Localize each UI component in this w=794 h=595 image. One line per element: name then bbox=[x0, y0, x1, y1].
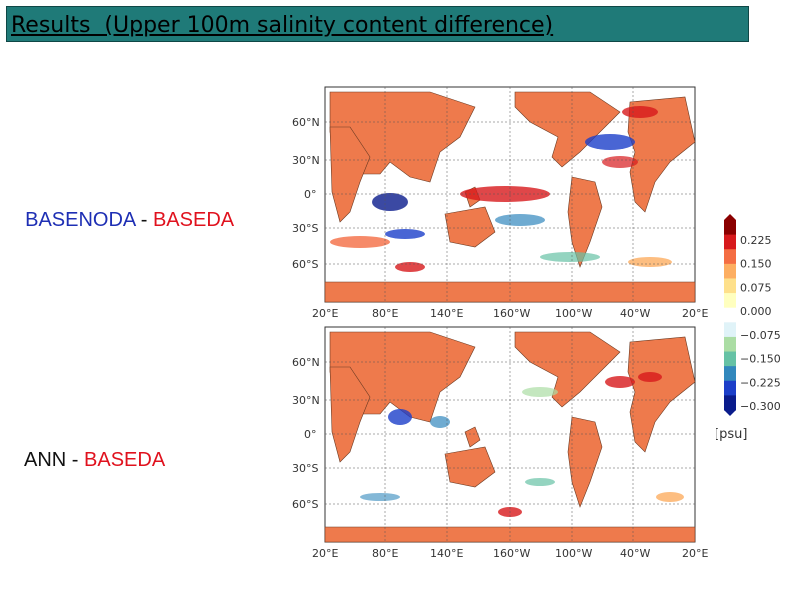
panel-label-bottom-sep: - bbox=[66, 449, 85, 471]
colorbar-segment bbox=[724, 351, 736, 367]
lat-60S-b: 60°S bbox=[292, 498, 318, 511]
lat-30N-b: 30°N bbox=[292, 394, 320, 407]
lat-60N: 60°N bbox=[292, 116, 320, 129]
map-bottom-grid bbox=[325, 327, 695, 542]
map-bottom-land bbox=[324, 331, 696, 543]
map-bottom-svg: 60°N 30°N 0° 30°S 60°S 20°E 80°E 140°E 1… bbox=[292, 326, 708, 560]
lon-160W: 160°W bbox=[493, 307, 530, 320]
slide-title: Results (Upper 100m salinity content dif… bbox=[11, 13, 554, 38]
panel-label-top: BASENODA - BASEDA bbox=[14, 184, 234, 232]
colorbar-ticks: 0.225 0.150 0.075 0.000 −0.075 −0.150 −0.225 −0… bbox=[740, 234, 781, 413]
colorbar-segment bbox=[724, 220, 736, 236]
lon-100W-b: 100°W bbox=[555, 547, 592, 560]
panel-label-bottom-a: ANN bbox=[24, 449, 67, 471]
colorbar-segment bbox=[724, 293, 736, 309]
colorbar-segment bbox=[724, 366, 736, 382]
colorbar-segment bbox=[724, 336, 736, 353]
map-bottom-anomalies bbox=[360, 372, 684, 517]
map-top-grid bbox=[325, 87, 695, 302]
lon-20E-b: 20°E bbox=[312, 547, 338, 560]
map-top: 60°N 30°N 0° 30°S 60°S 20°E 80°E 140°E 1… bbox=[290, 82, 715, 322]
colorbar-tick-label: 0.075 bbox=[740, 281, 772, 294]
colorbar: 0.225 0.150 0.075 0.000 −0.075 −0.150 −0.225 −0… bbox=[716, 214, 792, 446]
lon-140E-b: 140°E bbox=[430, 547, 463, 560]
colorbar-tick-label: −0.150 bbox=[740, 353, 781, 366]
colorbar-segment bbox=[724, 380, 736, 396]
colorbar-unit: [psu] bbox=[716, 427, 747, 442]
lat-30S: 30°S bbox=[292, 222, 318, 235]
lat-30S-b: 30°S bbox=[292, 462, 318, 475]
lat-30N: 30°N bbox=[292, 154, 320, 167]
panel-label-top-sep: - bbox=[135, 209, 153, 231]
lon-20E-right-b: 20°E bbox=[682, 547, 708, 560]
lon-20E-right: 20°E bbox=[682, 307, 708, 320]
colorbar-bottom-cap bbox=[724, 410, 736, 416]
lon-100W: 100°W bbox=[555, 307, 592, 320]
colorbar-tick-label: 0.150 bbox=[740, 258, 772, 271]
colorbar-svg: 0.225 0.150 0.075 0.000 −0.075 −0.150 −0.225 −0… bbox=[716, 214, 781, 442]
map-top-lat-labels: 60°N 30°N 0° 30°S 60°S bbox=[292, 116, 320, 271]
lon-140E: 140°E bbox=[430, 307, 463, 320]
colorbar-tick-label: −0.075 bbox=[740, 329, 781, 342]
lon-40W: 40°W bbox=[620, 307, 650, 320]
panel-label-bottom: ANN - BASEDA bbox=[14, 424, 165, 472]
map-bottom-lon-labels: 20°E 80°E 140°E 160°W 100°W 40°W 20°E bbox=[312, 547, 708, 560]
lon-80E: 80°E bbox=[372, 307, 398, 320]
colorbar-segment bbox=[724, 395, 736, 411]
lat-60S: 60°S bbox=[292, 258, 318, 271]
lat-0-b: 0° bbox=[304, 428, 317, 441]
colorbar-segment bbox=[724, 307, 736, 323]
colorbar-tick-label: 0.000 bbox=[740, 305, 772, 318]
colorbar-tick-label: 0.225 bbox=[740, 234, 772, 247]
panel-label-top-b: BASEDA bbox=[152, 209, 235, 231]
colorbar-segment bbox=[724, 263, 736, 279]
title-bar: Results (Upper 100m salinity content dif… bbox=[6, 6, 749, 42]
colorbar-top-cap bbox=[724, 214, 736, 220]
lat-60N-b: 60°N bbox=[292, 356, 320, 369]
map-bottom: 60°N 30°N 0° 30°S 60°S 20°E 80°E 140°E 1… bbox=[290, 322, 715, 562]
lon-160W-b: 160°W bbox=[493, 547, 530, 560]
colorbar-segment bbox=[724, 278, 736, 294]
colorbar-segment bbox=[724, 249, 736, 265]
lon-40W-b: 40°W bbox=[620, 547, 650, 560]
panel-label-top-a: BASENODA bbox=[25, 209, 136, 231]
colorbar-tick-label: −0.225 bbox=[740, 376, 781, 389]
lon-20E: 20°E bbox=[312, 307, 338, 320]
colorbar-segments bbox=[724, 214, 736, 416]
lat-0: 0° bbox=[304, 188, 317, 201]
map-top-lon-labels: 20°E 80°E 140°E 160°W 100°W 40°W 20°E bbox=[312, 307, 708, 320]
colorbar-segment bbox=[724, 234, 736, 250]
colorbar-segment bbox=[724, 322, 736, 338]
map-top-land bbox=[324, 91, 696, 303]
colorbar-tick-label: −0.300 bbox=[740, 400, 781, 413]
panel-label-bottom-b: BASEDA bbox=[84, 449, 166, 471]
map-bottom-lat-labels: 60°N 30°N 0° 30°S 60°S bbox=[292, 356, 320, 511]
map-top-svg: 60°N 30°N 0° 30°S 60°S 20°E 80°E 140°E 1… bbox=[292, 86, 708, 320]
lon-80E-b: 80°E bbox=[372, 547, 398, 560]
